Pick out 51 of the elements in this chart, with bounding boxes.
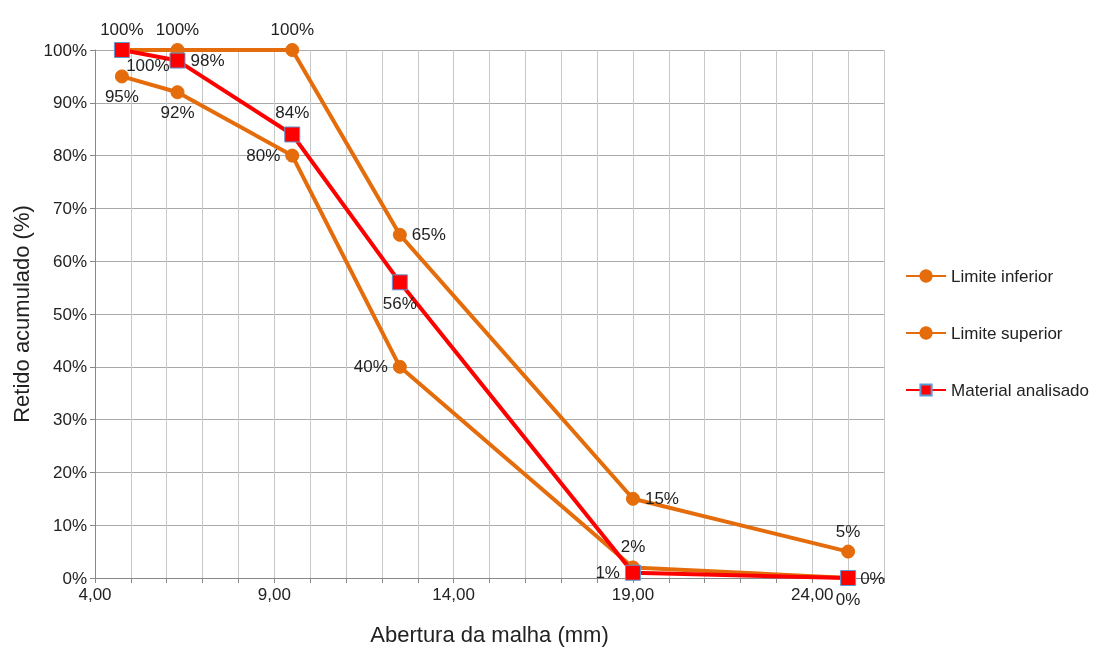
data-label: 65% bbox=[411, 225, 446, 245]
x-tick-label: 14,00 bbox=[432, 585, 475, 604]
point bbox=[392, 359, 407, 374]
y-tick-label: 50% bbox=[52, 304, 87, 324]
x-tick-label: 24,00 bbox=[791, 585, 834, 604]
point bbox=[841, 544, 856, 559]
point bbox=[170, 85, 185, 100]
data-label: 56% bbox=[382, 294, 417, 314]
data-label: 100% bbox=[155, 20, 200, 39]
x-tick-label: 9,00 bbox=[257, 585, 291, 604]
x-tick-label: 19,00 bbox=[611, 585, 655, 604]
y-tick-label: 0% bbox=[62, 568, 87, 588]
x-axis-title: Abertura da malha (mm) bbox=[370, 621, 609, 647]
point bbox=[285, 43, 300, 57]
legend-label: Material analisado bbox=[951, 380, 1089, 400]
data-label: 0% bbox=[860, 568, 885, 588]
data-label: 95% bbox=[104, 87, 139, 107]
data-label: 100% bbox=[100, 20, 144, 39]
y-tick-label: 20% bbox=[52, 462, 87, 482]
y-axis-title: Retido acumulado (%) bbox=[9, 205, 35, 423]
y-tick-label: 100% bbox=[43, 40, 87, 60]
point bbox=[114, 69, 129, 84]
legend-label: Limite inferior bbox=[951, 266, 1054, 286]
legend-label: Limite superior bbox=[951, 323, 1063, 343]
data-label: 92% bbox=[160, 103, 195, 123]
x-tick-label: 4,00 bbox=[78, 585, 112, 604]
y-tick-label: 90% bbox=[52, 93, 87, 113]
point bbox=[285, 148, 300, 163]
data-label: 100% bbox=[126, 56, 170, 75]
data-label: 0% bbox=[835, 590, 861, 609]
y-tick-label: 40% bbox=[52, 357, 87, 377]
data-label: 40% bbox=[353, 357, 388, 377]
point bbox=[169, 52, 186, 69]
data-label: 84% bbox=[275, 103, 310, 123]
data-label: 100% bbox=[270, 20, 314, 39]
y-tick-label: 80% bbox=[52, 146, 87, 166]
point bbox=[392, 227, 407, 242]
data-label: 15% bbox=[644, 489, 679, 509]
point bbox=[284, 126, 301, 143]
point bbox=[391, 274, 408, 291]
point bbox=[624, 564, 641, 581]
y-tick-label: 70% bbox=[52, 198, 87, 218]
data-label: 5% bbox=[835, 521, 861, 541]
point bbox=[625, 491, 640, 506]
y-tick-label: 60% bbox=[52, 251, 87, 271]
data-label: 98% bbox=[190, 51, 225, 71]
y-tick-label: 10% bbox=[52, 515, 87, 535]
data-label: 80% bbox=[246, 146, 281, 166]
data-label: 2% bbox=[620, 537, 646, 557]
y-tick-label: 30% bbox=[52, 410, 87, 430]
data-label: 1% bbox=[595, 563, 620, 583]
